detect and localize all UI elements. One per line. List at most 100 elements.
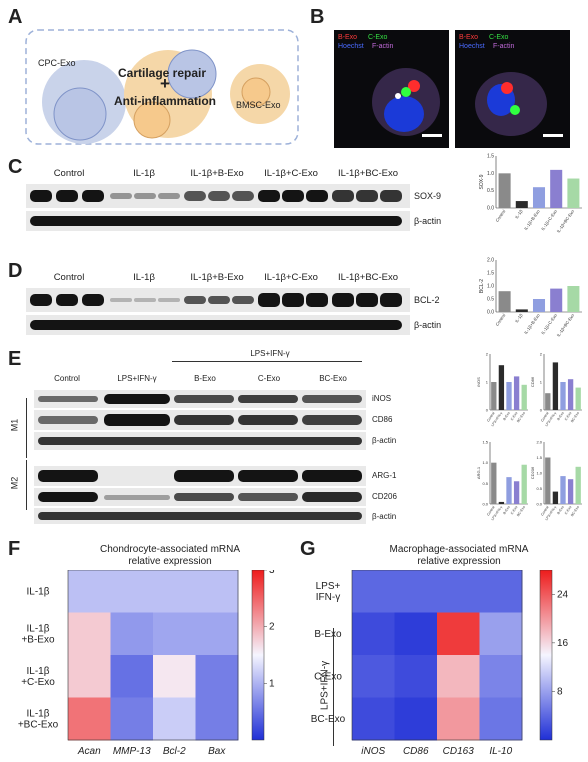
heatmap-cell <box>352 570 395 613</box>
cpc-exo-label: CPC-Exo <box>38 58 76 68</box>
heatmap-cell <box>479 570 523 613</box>
y-tick-label: 2 <box>540 352 543 357</box>
heatmap-cell <box>479 697 523 741</box>
e-header-label: LPS+IFN-γ <box>250 349 290 358</box>
bar <box>550 169 563 208</box>
bar <box>513 376 520 410</box>
row-label: +BC-Exo <box>18 719 59 730</box>
x-tick-label: Control <box>494 209 506 223</box>
row-label: LPS+ <box>316 581 341 592</box>
bar <box>560 382 566 410</box>
bar <box>521 384 527 410</box>
heatmap-cell <box>437 612 480 656</box>
column-label: IL-10 <box>489 746 512 757</box>
y-axis-label: iNOS <box>476 377 481 387</box>
y-tick-label: 0.5 <box>536 486 542 491</box>
c-group-3: IL-1β+C-Exo <box>264 168 318 179</box>
c-group-1: IL-1β <box>133 168 155 179</box>
heatmap-cell <box>479 655 523 698</box>
e-blot-cd206 <box>34 488 366 506</box>
row-label: C-Exo <box>314 671 342 682</box>
x-tick-label: C-Exo <box>510 411 519 421</box>
b-right-hoechst: Hoechst <box>459 43 485 50</box>
m1-bracket <box>26 398 31 458</box>
heatmap-cell <box>110 612 154 656</box>
x-tick-label: B-Exo <box>556 505 565 515</box>
x-tick-label: BC-Exo <box>570 505 580 517</box>
x-tick-label: IL-1β+B-Exo <box>523 208 541 231</box>
f-title-1: Chondrocyte-associated mRNA <box>99 544 241 555</box>
microscopy-image-right: B-Exo C-Exo Hoechst F-actin <box>455 30 570 148</box>
y-tick-label: 0.0 <box>487 206 494 212</box>
heatmap-cell <box>68 697 111 741</box>
bar <box>567 379 574 410</box>
bar <box>567 286 580 312</box>
e-row-actin-m2: β-actin <box>372 512 397 521</box>
row-label: +B-Exo <box>21 634 55 645</box>
bar <box>575 466 581 504</box>
e-header-line <box>172 361 362 362</box>
b-left-factin: F-actin <box>372 43 394 50</box>
m2-label: M2 <box>9 476 20 490</box>
d-actin-label: β-actin <box>414 320 442 330</box>
heatmap-cell <box>110 697 154 741</box>
e-blot-cd86 <box>34 410 366 430</box>
x-tick-label: C-Exo <box>564 411 573 421</box>
colorbar-tick-label: 1 <box>269 678 275 689</box>
heatmap-cell <box>110 570 154 613</box>
d-group-0: Control <box>53 272 85 283</box>
row-label: IL-1β <box>27 623 50 634</box>
heatmap-cell <box>352 697 395 741</box>
bar <box>515 201 528 208</box>
row-label: IL-1β <box>27 586 50 597</box>
x-tick-label: B-Exo <box>502 411 511 421</box>
panel-a-graphic <box>24 28 300 146</box>
heatmap-cell <box>153 570 196 613</box>
x-tick-label: BC-Exo <box>516 411 526 423</box>
row-label: +C-Exo <box>21 677 55 688</box>
row-label: IL-1β <box>27 708 50 719</box>
d-group-3: IL-1β+C-Exo <box>264 272 318 283</box>
g-side-bracket <box>333 628 338 746</box>
colorbar <box>539 570 553 741</box>
b-right-cexo: C-Exo <box>489 34 509 41</box>
heatmap-cell <box>394 655 438 698</box>
bar <box>560 476 566 504</box>
y-tick-label: 1.5 <box>536 455 542 460</box>
column-label: iNOS <box>361 746 385 757</box>
cartilage-repair-text: Cartilage repair <box>118 66 207 80</box>
y-tick-label: 1 <box>486 380 489 385</box>
bar <box>506 477 512 504</box>
y-tick-label: 2 <box>486 352 489 357</box>
colorbar-tick-label: 8 <box>557 686 563 697</box>
y-tick-label: 1.5 <box>487 271 494 277</box>
heatmap-cell <box>68 612 111 656</box>
x-tick-label: BC-Exo <box>516 505 526 517</box>
heatmap-cell <box>394 570 438 613</box>
bar <box>491 462 497 504</box>
c-sox9-label: SOX-9 <box>414 191 442 201</box>
column-label: Bax <box>208 746 226 757</box>
bcl2-bar-chart: 0.0 0.5 1.0 1.5 2.0 BCL-2 Control IL-1β IL-1β+B-… <box>479 258 582 338</box>
x-tick-label: B-Exo <box>556 411 565 421</box>
m1-label: M1 <box>9 418 20 432</box>
b-left-hoechst: Hoechst <box>338 43 364 50</box>
heatmap-cell <box>68 655 111 698</box>
c-group-0: Control <box>53 168 85 179</box>
y-tick-label: 0.0 <box>536 502 542 507</box>
heatmap-cell <box>352 612 395 656</box>
heatmap-cell <box>437 570 480 613</box>
row-label: BC-Exo <box>311 714 346 725</box>
e-group-0: Control <box>54 374 80 383</box>
heatmap-border <box>351 570 523 741</box>
bar <box>498 365 505 410</box>
y-tick-label: 1 <box>540 380 543 385</box>
c-blot-actin <box>26 211 410 231</box>
y-axis-label: SOX-9 <box>479 174 485 189</box>
f-title-2: relative expression <box>128 556 212 567</box>
d-blot-actin <box>26 315 410 335</box>
e-blot-actin-m1 <box>34 432 366 450</box>
